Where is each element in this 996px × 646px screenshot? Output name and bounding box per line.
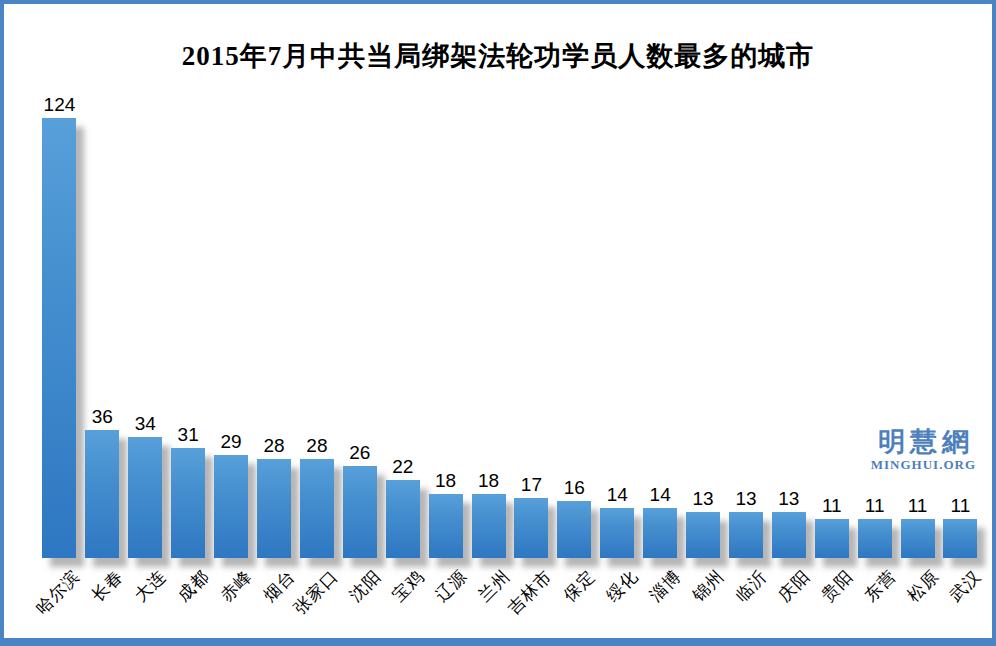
bar-slot: 13庆阳 (767, 118, 810, 558)
bar-slot: 13临沂 (725, 118, 768, 558)
x-tick-label: 大连 (130, 565, 172, 607)
bar-slot: 18辽源 (424, 118, 467, 558)
x-tick-label: 绥化 (602, 565, 644, 607)
value-label: 18 (435, 470, 456, 492)
bar-slot: 29赤峰 (210, 118, 253, 558)
bar-哈尔滨: 124 (42, 118, 76, 558)
x-tick-label: 东营 (859, 565, 901, 607)
value-label: 13 (692, 488, 713, 510)
bar-slot: 13锦州 (682, 118, 725, 558)
bar-slot: 11东营 (853, 118, 896, 558)
minghui-watermark-cjk: 明慧網 (871, 428, 981, 458)
x-tick-label: 辽源 (430, 565, 472, 607)
value-label: 29 (221, 431, 242, 453)
x-tick-label: 松原 (902, 565, 944, 607)
value-label: 34 (135, 413, 156, 435)
bar-吉林市: 17 (514, 498, 548, 558)
bar-沈阳: 26 (343, 466, 377, 558)
value-label: 11 (822, 495, 842, 517)
bar-slot: 31成都 (167, 118, 210, 558)
value-label: 22 (392, 456, 413, 478)
value-label: 17 (521, 474, 542, 496)
bar-slot: 16保定 (553, 118, 596, 558)
bar-庆阳: 13 (772, 512, 806, 558)
x-tick-label: 保定 (559, 565, 601, 607)
bar-兰州: 18 (472, 494, 506, 558)
value-label: 31 (178, 424, 199, 446)
minghui-watermark: 明慧網 MINGHUI.ORG (871, 428, 976, 472)
x-tick-label: 淄博 (645, 565, 687, 607)
x-tick-label: 庆阳 (773, 565, 815, 607)
bar-临沂: 13 (729, 512, 763, 558)
bar-辽源: 18 (429, 494, 463, 558)
bars-row: 124哈尔滨36长春34大连31成都29赤峰28烟台28张家口26沈阳22宝鸡1… (38, 118, 982, 558)
value-label: 28 (263, 435, 284, 457)
bar-绥化: 14 (600, 508, 634, 558)
bar-张家口: 28 (300, 459, 334, 558)
x-tick-label: 贵阳 (816, 565, 858, 607)
chart-frame: 2015年7月中共当局绑架法轮功学员人数最多的城市 124哈尔滨36长春34大连… (0, 0, 996, 646)
bar-烟台: 28 (257, 459, 291, 558)
chart-title: 2015年7月中共当局绑架法轮功学员人数最多的城市 (4, 38, 992, 74)
x-tick-label: 武汉 (945, 565, 987, 607)
x-tick-label: 临沂 (730, 565, 772, 607)
value-label: 16 (564, 477, 585, 499)
x-tick-label: 宝鸡 (387, 565, 429, 607)
value-label: 13 (735, 488, 756, 510)
x-tick-label: 锦州 (688, 565, 730, 607)
value-label: 13 (778, 488, 799, 510)
value-label: 36 (92, 406, 113, 428)
bar-slot: 36长春 (81, 118, 124, 558)
bar-贵阳: 11 (815, 519, 849, 558)
bar-slot: 14绥化 (596, 118, 639, 558)
bar-成都: 31 (171, 448, 205, 558)
bar-slot: 124哈尔滨 (38, 118, 81, 558)
bar-slot: 11贵阳 (810, 118, 853, 558)
bar-保定: 16 (557, 501, 591, 558)
bar-slot: 26沈阳 (338, 118, 381, 558)
bar-大连: 34 (128, 437, 162, 558)
bar-slot: 18兰州 (467, 118, 510, 558)
value-label: 11 (951, 495, 971, 517)
value-label: 18 (478, 470, 499, 492)
bar-slot: 11松原 (896, 118, 939, 558)
bar-slot: 28张家口 (295, 118, 338, 558)
value-label: 11 (908, 495, 928, 517)
bar-slot: 28烟台 (253, 118, 296, 558)
value-label: 28 (306, 435, 327, 457)
value-label: 11 (865, 495, 885, 517)
bar-slot: 14淄博 (639, 118, 682, 558)
bar-slot: 11武汉 (939, 118, 982, 558)
bar-slot: 22宝鸡 (381, 118, 424, 558)
x-tick-label: 吉林市 (503, 565, 557, 619)
bar-slot: 17吉林市 (510, 118, 553, 558)
value-label: 124 (44, 94, 76, 116)
x-tick-label: 沈阳 (344, 565, 386, 607)
bar-武汉: 11 (943, 519, 977, 558)
bar-长春: 36 (85, 430, 119, 558)
minghui-watermark-latin: MINGHUI.ORG (871, 458, 976, 472)
x-tick-label: 哈尔滨 (31, 565, 85, 619)
x-tick-label: 成都 (173, 565, 215, 607)
value-label: 14 (607, 484, 628, 506)
bar-淄博: 14 (643, 508, 677, 558)
bar-东营: 11 (858, 519, 892, 558)
bar-锦州: 13 (686, 512, 720, 558)
x-tick-label: 张家口 (289, 565, 343, 619)
x-tick-label: 赤峰 (216, 565, 258, 607)
bar-赤峰: 29 (214, 455, 248, 558)
bar-松原: 11 (901, 519, 935, 558)
bar-slot: 34大连 (124, 118, 167, 558)
bar-宝鸡: 22 (386, 480, 420, 558)
value-label: 26 (349, 442, 370, 464)
value-label: 14 (650, 484, 671, 506)
x-tick-label: 长春 (87, 565, 129, 607)
